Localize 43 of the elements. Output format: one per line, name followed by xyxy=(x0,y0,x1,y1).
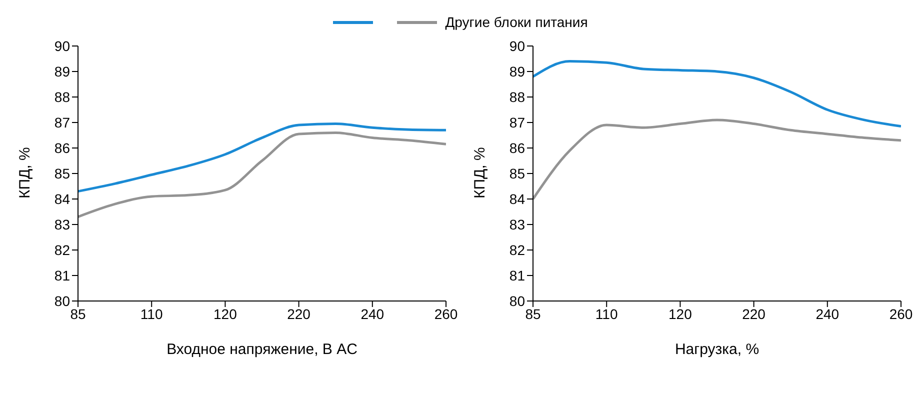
y-tick-label: 81 xyxy=(54,267,70,284)
line-series xyxy=(78,131,446,218)
y-tick-label: 86 xyxy=(54,140,70,156)
y-tick-label: 87 xyxy=(54,114,70,130)
y-tick-label: 85 xyxy=(54,165,70,182)
x-tick-label: 85 xyxy=(70,306,86,322)
x-tick-label: 85 xyxy=(525,306,541,322)
line-series xyxy=(78,122,446,193)
y-tick-label: 84 xyxy=(54,190,70,207)
legend-label: Другие блоки питания xyxy=(445,14,588,30)
x-tick-label: 110 xyxy=(140,306,163,322)
x-tick-label: 120 xyxy=(214,306,238,322)
y-tick-label: 83 xyxy=(509,216,526,232)
y-tick-label: 89 xyxy=(509,63,526,80)
y-tick-label: 83 xyxy=(54,216,70,232)
y-tick-label: 86 xyxy=(509,140,526,156)
y-tick-label: 82 xyxy=(509,242,526,258)
x-tick-label: 110 xyxy=(595,306,618,322)
y-tick-label: 88 xyxy=(54,88,70,105)
x-tick-label: 260 xyxy=(434,306,458,322)
y-tick-label: 87 xyxy=(509,114,526,130)
y-tick-label: 80 xyxy=(54,292,70,309)
x-axis-title: Нагрузка, % xyxy=(674,341,760,358)
y-tick-label: 88 xyxy=(509,88,526,105)
x-tick-label: 260 xyxy=(889,306,913,322)
x-tick-label: 240 xyxy=(816,306,840,322)
y-tick-label: 85 xyxy=(509,165,526,182)
y-axis-title: КПД, % xyxy=(16,147,34,198)
y-tick-label: 89 xyxy=(54,63,70,80)
y-axis-title: КПД, % xyxy=(471,147,488,198)
x-tick-label: 240 xyxy=(360,306,384,322)
y-tick-label: 81 xyxy=(509,267,526,284)
x-tick-label: 220 xyxy=(742,306,766,322)
x-tick-label: 220 xyxy=(287,306,311,322)
y-tick-label: 84 xyxy=(509,190,526,207)
x-axis-title: Входное напряжение, В AC xyxy=(166,341,358,358)
x-tick-label: 120 xyxy=(668,306,692,322)
line-series xyxy=(533,60,901,128)
y-tick-label: 80 xyxy=(509,292,526,309)
line-series xyxy=(533,118,901,200)
y-tick-label: 90 xyxy=(509,38,526,54)
y-tick-label: 82 xyxy=(54,242,70,258)
y-tick-label: 90 xyxy=(54,38,70,54)
